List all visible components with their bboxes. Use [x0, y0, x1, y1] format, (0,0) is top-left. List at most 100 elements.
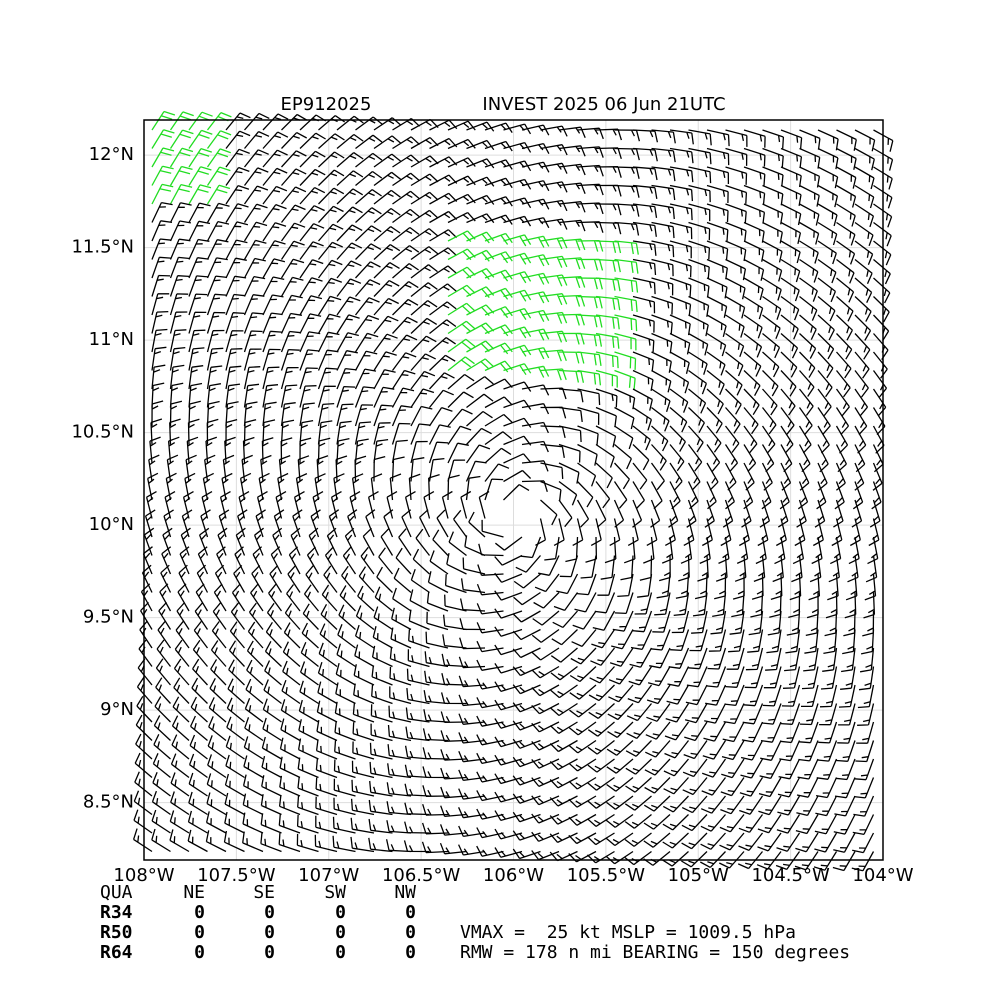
wind-barb — [726, 647, 745, 670]
wind-barb — [605, 850, 634, 865]
wind-barb — [373, 280, 400, 297]
wind-barb — [324, 546, 338, 575]
table-cell: 0 — [264, 902, 275, 923]
wind-barb — [144, 509, 156, 538]
y-tick-label: 12°N — [89, 144, 134, 165]
wind-barb — [189, 734, 208, 760]
table-cell: 0 — [405, 942, 416, 963]
wind-barb — [661, 536, 674, 564]
wind-barb — [466, 176, 495, 187]
wind-barb — [296, 833, 319, 853]
wind-barb — [670, 629, 690, 652]
wind-barb — [225, 735, 245, 760]
wind-barb — [494, 736, 523, 748]
wind-barb — [743, 258, 765, 281]
wind-barb — [355, 279, 381, 297]
wind-barb — [280, 258, 305, 279]
wind-barb — [669, 351, 690, 374]
wind-barb — [256, 491, 268, 519]
wind-barb — [743, 351, 762, 377]
wind-barb — [688, 407, 705, 434]
wind-barb — [512, 738, 541, 749]
wind-barb — [632, 166, 658, 181]
table-header: SE — [253, 882, 275, 903]
wind-barb — [368, 799, 393, 816]
wind-barb — [214, 564, 227, 593]
wind-barb — [476, 603, 504, 615]
wind-barb — [494, 608, 523, 619]
wind-barb — [669, 258, 692, 278]
wind-barb — [370, 704, 393, 723]
wind-barb — [614, 240, 639, 255]
wind-barb — [740, 740, 764, 761]
wind-barb — [512, 756, 541, 768]
wind-barb — [206, 275, 228, 297]
wind-barb — [410, 246, 439, 261]
wind-barb — [521, 365, 550, 378]
wind-barb — [336, 133, 364, 150]
wind-barb — [262, 384, 279, 408]
wind-barb — [355, 207, 382, 223]
wind-barb — [669, 240, 692, 259]
wind-barb — [392, 334, 418, 353]
wind-barb — [832, 851, 856, 872]
wind-barb — [836, 184, 857, 208]
x-tick-label: 105.5°W — [567, 865, 646, 886]
wind-barb — [246, 659, 264, 686]
wind-barb — [744, 666, 764, 689]
wind-barb — [392, 245, 420, 261]
wind-barb — [799, 258, 819, 283]
wind-barb — [336, 332, 359, 353]
wind-barb — [369, 780, 393, 797]
wind-barb — [762, 147, 784, 168]
wind-barb — [836, 129, 857, 151]
wind-barb — [558, 369, 585, 383]
wind-barb — [871, 481, 882, 510]
wind-barb — [243, 736, 264, 760]
wind-barb — [262, 167, 288, 186]
wind-barb — [767, 610, 782, 636]
wind-barb — [817, 351, 834, 379]
wind-barb — [836, 314, 853, 341]
wind-barb — [373, 369, 396, 390]
wind-barb — [736, 536, 749, 564]
wind-barb — [854, 258, 873, 285]
wind-barb — [743, 684, 764, 707]
wind-barb — [762, 258, 783, 282]
wind-barb — [786, 610, 801, 636]
wind-barb — [494, 773, 523, 785]
wind-barb — [722, 499, 734, 528]
wind-barb — [336, 385, 356, 408]
wind-barb — [799, 721, 819, 744]
wind-barb — [225, 239, 248, 260]
wind-barb — [512, 811, 541, 823]
wind-barb — [391, 352, 417, 371]
wind-barb — [669, 166, 694, 183]
table-cell: R34 — [100, 902, 133, 923]
wind-barb — [625, 777, 652, 793]
wind-barb — [225, 348, 243, 371]
wind-barb — [595, 258, 621, 273]
wind-barb — [262, 149, 288, 168]
wind-barb — [392, 298, 419, 316]
wind-barb — [521, 328, 550, 341]
wind-barb — [781, 684, 801, 707]
wind-barb — [281, 679, 301, 705]
wind-barb — [410, 423, 431, 445]
wind-barb — [614, 184, 640, 198]
wind-barb — [856, 721, 875, 744]
wind-barb — [706, 481, 717, 510]
wind-barb — [521, 161, 550, 173]
wind-barb — [398, 528, 412, 556]
wind-barb — [212, 602, 227, 630]
wind-barb — [386, 491, 398, 519]
wind-barb — [576, 499, 590, 528]
wind-barb — [321, 584, 338, 612]
wind-barb — [817, 388, 832, 416]
wind-barb — [448, 531, 467, 557]
wind-barb — [389, 666, 412, 686]
wind-barb — [568, 813, 597, 826]
wind-barb — [262, 113, 289, 131]
wind-barb — [651, 351, 672, 373]
wind-barb — [540, 293, 568, 306]
